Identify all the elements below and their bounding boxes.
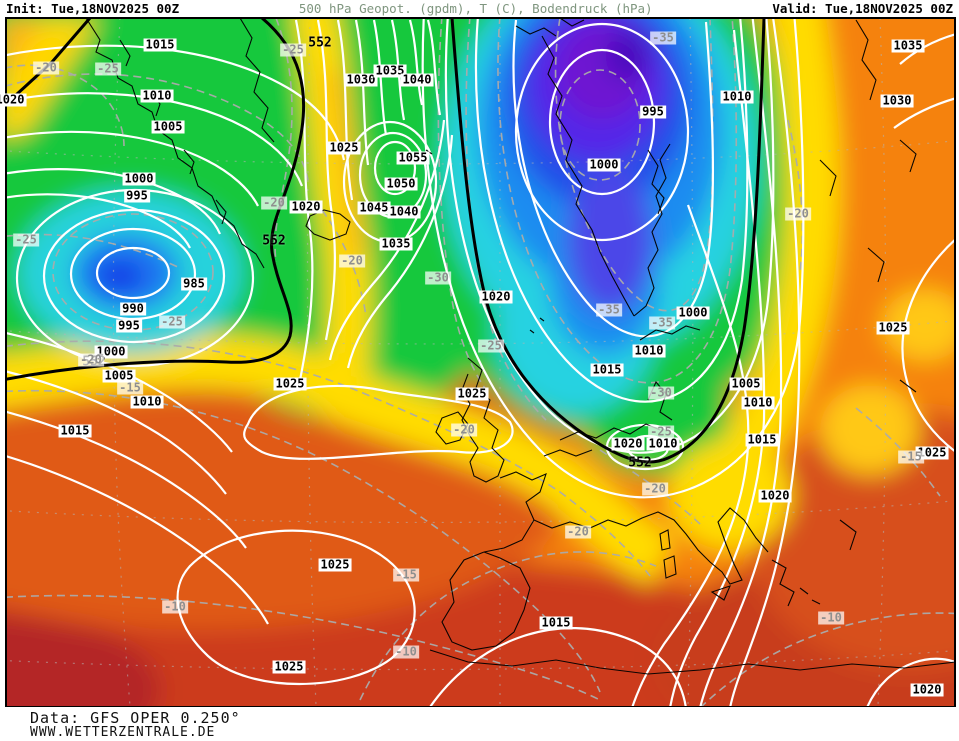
init-time: Init: Tue,18NOV2025 00Z xyxy=(6,1,180,16)
header-bar: Init: Tue,18NOV2025 00Z 500 hPa Geopot. … xyxy=(0,0,959,18)
graticule-lines xyxy=(6,18,955,707)
map-svg xyxy=(6,18,955,707)
valid-time: Valid: Tue,18NOV2025 00Z xyxy=(772,1,953,16)
chart-title: 500 hPa Geopot. (gpdm), T (C), Bodendruc… xyxy=(298,1,653,16)
website-text: WWW.WETTERZENTRALE.DE xyxy=(30,725,216,740)
footer-bar: Data: GFS OPER 0.250° WWW.WETTERZENTRALE… xyxy=(0,707,959,741)
coastlines xyxy=(85,18,955,675)
map-canvas xyxy=(5,17,956,708)
data-source-text: Data: GFS OPER 0.250° xyxy=(30,709,241,727)
map-color-field xyxy=(6,18,955,707)
